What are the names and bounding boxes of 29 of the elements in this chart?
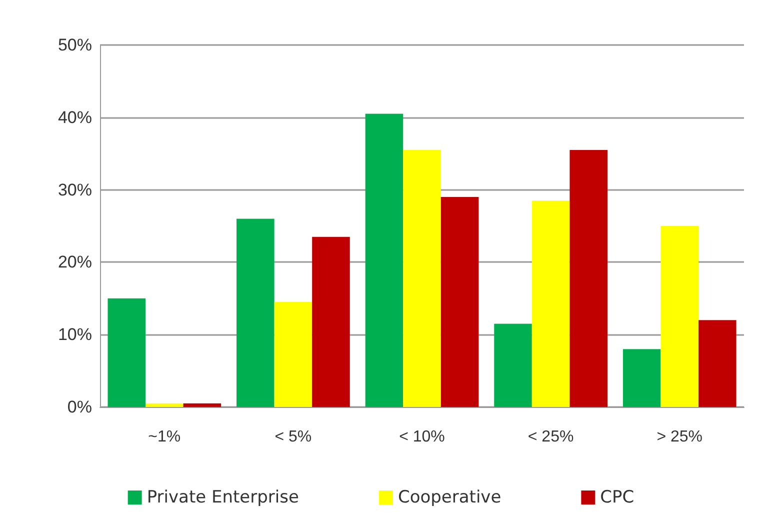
- y-tick-label: 10%: [58, 325, 92, 344]
- bar: [108, 298, 146, 407]
- bar: [146, 403, 184, 407]
- y-tick-label: 0%: [67, 398, 92, 416]
- bar: [532, 200, 570, 407]
- x-tick-label: < 5%: [274, 428, 312, 446]
- bar: [236, 218, 274, 407]
- bar: [365, 114, 404, 407]
- x-tick-label: < 10%: [399, 428, 445, 446]
- bar: [274, 302, 312, 407]
- y-tick-label: 30%: [58, 180, 92, 200]
- bar: [698, 320, 736, 407]
- x-tick-label: ~1%: [148, 428, 181, 446]
- y-tick-label: 20%: [58, 252, 92, 272]
- bar: [403, 150, 441, 407]
- legend-label: CPC: [600, 488, 634, 508]
- bar: [570, 150, 608, 407]
- bar: [312, 236, 350, 407]
- bar: [440, 197, 479, 407]
- bar: [183, 403, 222, 407]
- legend-label: Private Enterprise: [146, 488, 299, 508]
- y-tick-label: 40%: [58, 108, 92, 127]
- bar: [494, 324, 532, 407]
- bar: [660, 226, 698, 407]
- legend-label: Cooperative: [398, 488, 502, 508]
- x-tick-label: > 25%: [656, 428, 703, 446]
- bar: [622, 349, 661, 407]
- y-tick-label: 50%: [58, 36, 92, 54]
- x-tick-label: < 25%: [528, 428, 574, 446]
